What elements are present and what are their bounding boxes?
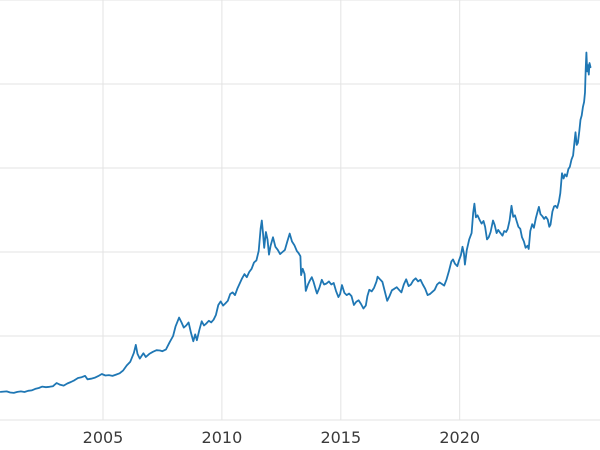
x-tick-label: 2020 — [439, 428, 480, 447]
x-tick-label: 2005 — [83, 428, 124, 447]
x-tick-label: 2015 — [320, 428, 361, 447]
x-tick-label: 2010 — [202, 428, 243, 447]
price-line — [0, 51, 592, 394]
